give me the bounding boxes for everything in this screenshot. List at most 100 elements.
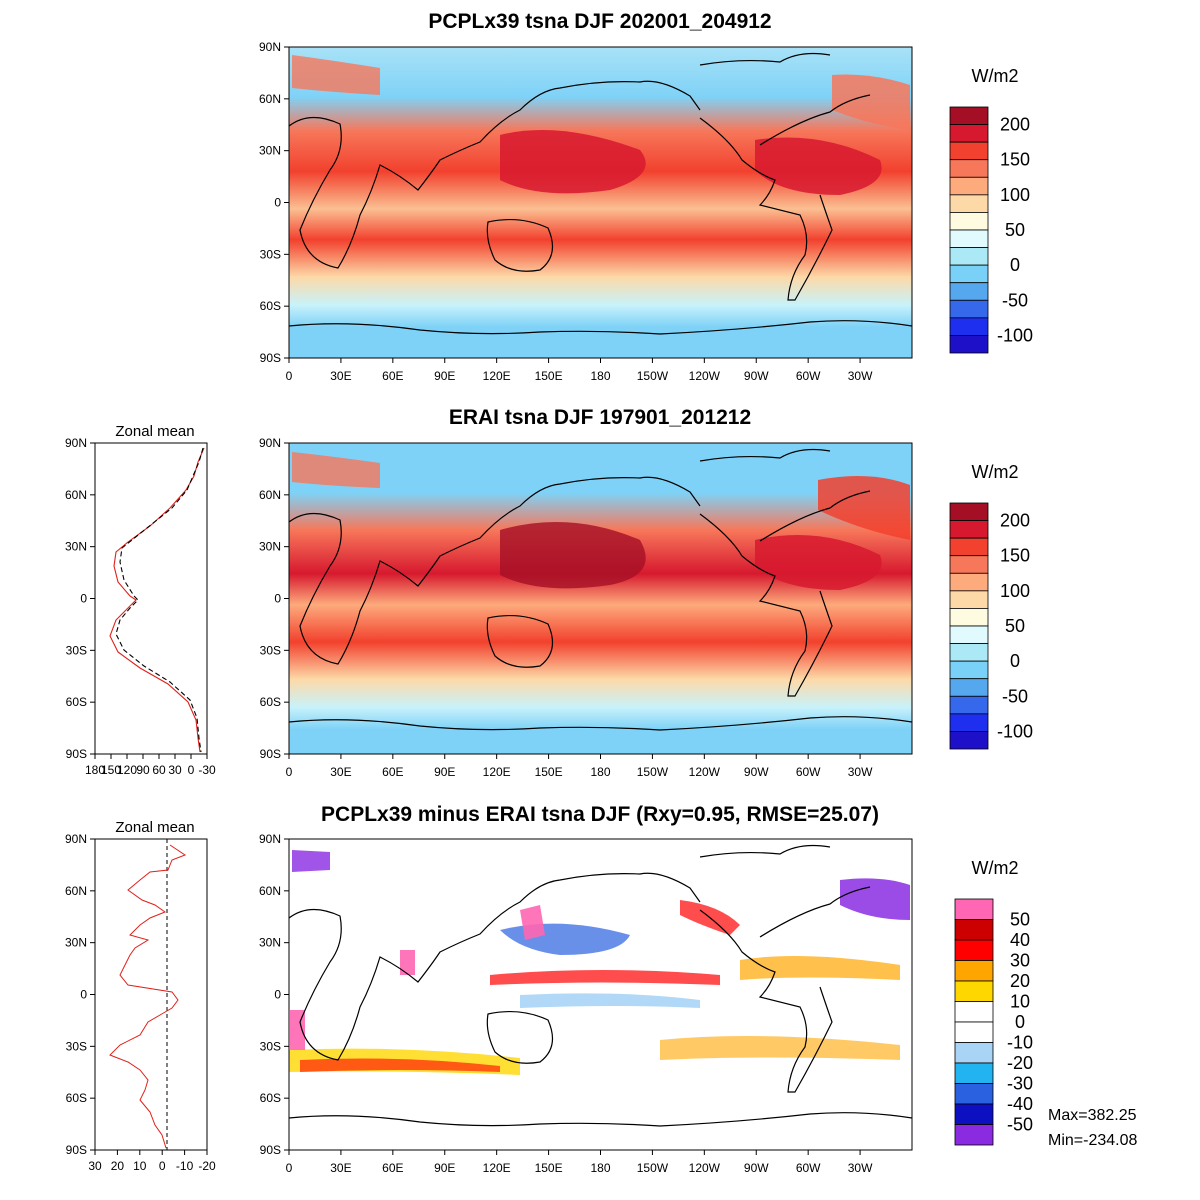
lon-tick-p3: 150W (637, 1161, 669, 1175)
colorbar-label: 200 (1000, 511, 1030, 531)
colorbar-swatch (949, 159, 989, 178)
zonal-lat-tick-p3: 90S (66, 1143, 87, 1157)
colorbar-swatch (954, 980, 994, 1002)
colorbar-swatch (954, 939, 994, 961)
lon-tick-p1: 150W (637, 369, 669, 383)
colorbar-swatch (954, 1001, 994, 1023)
lon-tick-p2: 150E (535, 765, 563, 779)
colorbar-swatch (949, 317, 989, 336)
colorbar-label: 150 (1000, 546, 1030, 566)
lat-tick-p1: 30S (260, 247, 281, 261)
colorbar-swatch (949, 124, 989, 143)
lon-tick-p1: 0 (286, 369, 293, 383)
colorbar-swatch (954, 898, 994, 920)
lon-tick-p2: 90E (434, 765, 455, 779)
colorbar-swatch (954, 1021, 994, 1043)
zonal-lat-tick-p2: 90S (66, 747, 87, 761)
lat-tick-p1: 90S (260, 351, 281, 365)
coastlines (288, 844, 913, 1127)
colorbar-swatch (949, 520, 989, 539)
panel-title: ERAI tsna DJF 197901_201212 (449, 406, 751, 429)
lat-tick-p3: 30N (259, 936, 281, 950)
colorbar-swatch (954, 1083, 994, 1105)
zonal-x-tick: 20 (111, 1159, 125, 1173)
map-field (289, 839, 912, 1150)
lat-tick-p3: 90N (259, 832, 281, 846)
lon-tick-p2: 30W (848, 765, 873, 779)
lon-tick-p1: 120E (483, 369, 511, 383)
colorbar-label: 30 (1010, 951, 1030, 971)
colorbar-swatch (949, 212, 989, 231)
lon-tick-p3: 60W (796, 1161, 821, 1175)
zonal-title: Zonal mean (115, 819, 194, 836)
lon-tick-p2: 180 (590, 765, 610, 779)
zonal-lat-tick-p3: 60N (65, 884, 87, 898)
colorbar-swatch (949, 264, 989, 284)
colorbar-label: 50 (1005, 220, 1025, 240)
lat-tick-p3: 60N (259, 884, 281, 898)
zonal-mean-diff-plot: Zonal mean 90N 60N 30N 0 30S 60S 90S 30 20 10 0 -1… (65, 819, 216, 1173)
colorbar-label: -50 (1007, 1115, 1033, 1135)
lat-tick-p2: 90S (260, 747, 281, 761)
zonal-x-tick: 180 (85, 763, 105, 777)
zonal-lat-tick-p3: 0 (80, 988, 87, 1002)
lon-tick-p3: 120E (483, 1161, 511, 1175)
lat-tick-p3: 60S (260, 1091, 281, 1105)
zonal-x-tick: 150 (101, 763, 121, 777)
lon-tick-p1: 60E (382, 369, 403, 383)
lon-tick-p1: 30W (848, 369, 873, 383)
colorbar-swatch (949, 106, 989, 125)
colorbar-swatch (949, 502, 989, 521)
lon-tick-p3: 60E (382, 1161, 403, 1175)
colorbar-label: -50 (1002, 686, 1028, 706)
colorbar-swatch (954, 1062, 994, 1084)
lon-tick-p1: 90E (434, 369, 455, 383)
zonal-lat-tick-p2: 30S (66, 643, 87, 657)
zonal-x-tick: -30 (198, 763, 216, 777)
lon-tick-p3: 180 (590, 1161, 610, 1175)
lon-tick-p1: 120W (689, 369, 721, 383)
colorbar-swatch (949, 678, 989, 697)
colorbar-swatch (949, 695, 989, 715)
lat-tick-p2: 30S (260, 643, 281, 657)
colorbar-label: 40 (1010, 930, 1030, 950)
panel-diff: PCPLx39 minus ERAI tsna DJF (Rxy=0.95, R… (65, 803, 1138, 1175)
colorbar-swatch (954, 919, 994, 941)
zonal-title: Zonal mean (115, 423, 194, 440)
colorbar-label: 0 (1015, 1012, 1025, 1032)
zonal-lat-tick-p2: 0 (80, 592, 87, 606)
map-field (289, 443, 912, 754)
zonal-x-tick: 0 (159, 1159, 166, 1173)
lon-tick-p3: 30E (330, 1161, 351, 1175)
lat-tick-p2: 90N (259, 436, 281, 450)
lon-tick-p1: 30E (330, 369, 351, 383)
lon-tick-p2: 90W (744, 765, 769, 779)
colorbar-label: -50 (1002, 290, 1028, 310)
zonal-mean-plot: Zonal mean 90N 60N 30N 0 30S 60S 90S 180150120… (65, 423, 216, 777)
zonal-diff-line (109, 844, 187, 1149)
zonal-lat-tick-p2: 30N (65, 540, 87, 554)
colorbar-swatch (949, 731, 989, 750)
colorbar-label: 50 (1005, 616, 1025, 636)
colorbar-label: 20 (1010, 971, 1030, 991)
zonal-lat-tick-p3: 60S (66, 1091, 87, 1105)
colorbar-label: 150 (1000, 150, 1030, 170)
lon-tick-p3: 120W (689, 1161, 721, 1175)
zonal-lat-tick-p2: 60N (65, 488, 87, 502)
zonal-x-tick: 10 (133, 1159, 147, 1173)
lat-tick-p3: 0 (274, 988, 281, 1002)
lon-tick-p1: 150E (535, 369, 563, 383)
panel-title: PCPLx39 minus ERAI tsna DJF (Rxy=0.95, R… (321, 803, 879, 826)
lon-tick-p3: 0 (286, 1161, 293, 1175)
colorbar-swatch (949, 141, 989, 161)
map-field (289, 47, 912, 358)
zonal-x-tick: 60 (152, 763, 166, 777)
colorbar-label: -30 (1007, 1074, 1033, 1094)
zonal-lat-tick-p2: 90N (65, 436, 87, 450)
lat-tick-p1: 0 (274, 196, 281, 210)
zonal-x-tick: 30 (168, 763, 182, 777)
colorbar-swatch (949, 229, 989, 248)
colorbar-swatch (949, 660, 989, 680)
lat-tick-p2: 30N (259, 540, 281, 554)
zonal-x-tick: -10 (176, 1159, 194, 1173)
